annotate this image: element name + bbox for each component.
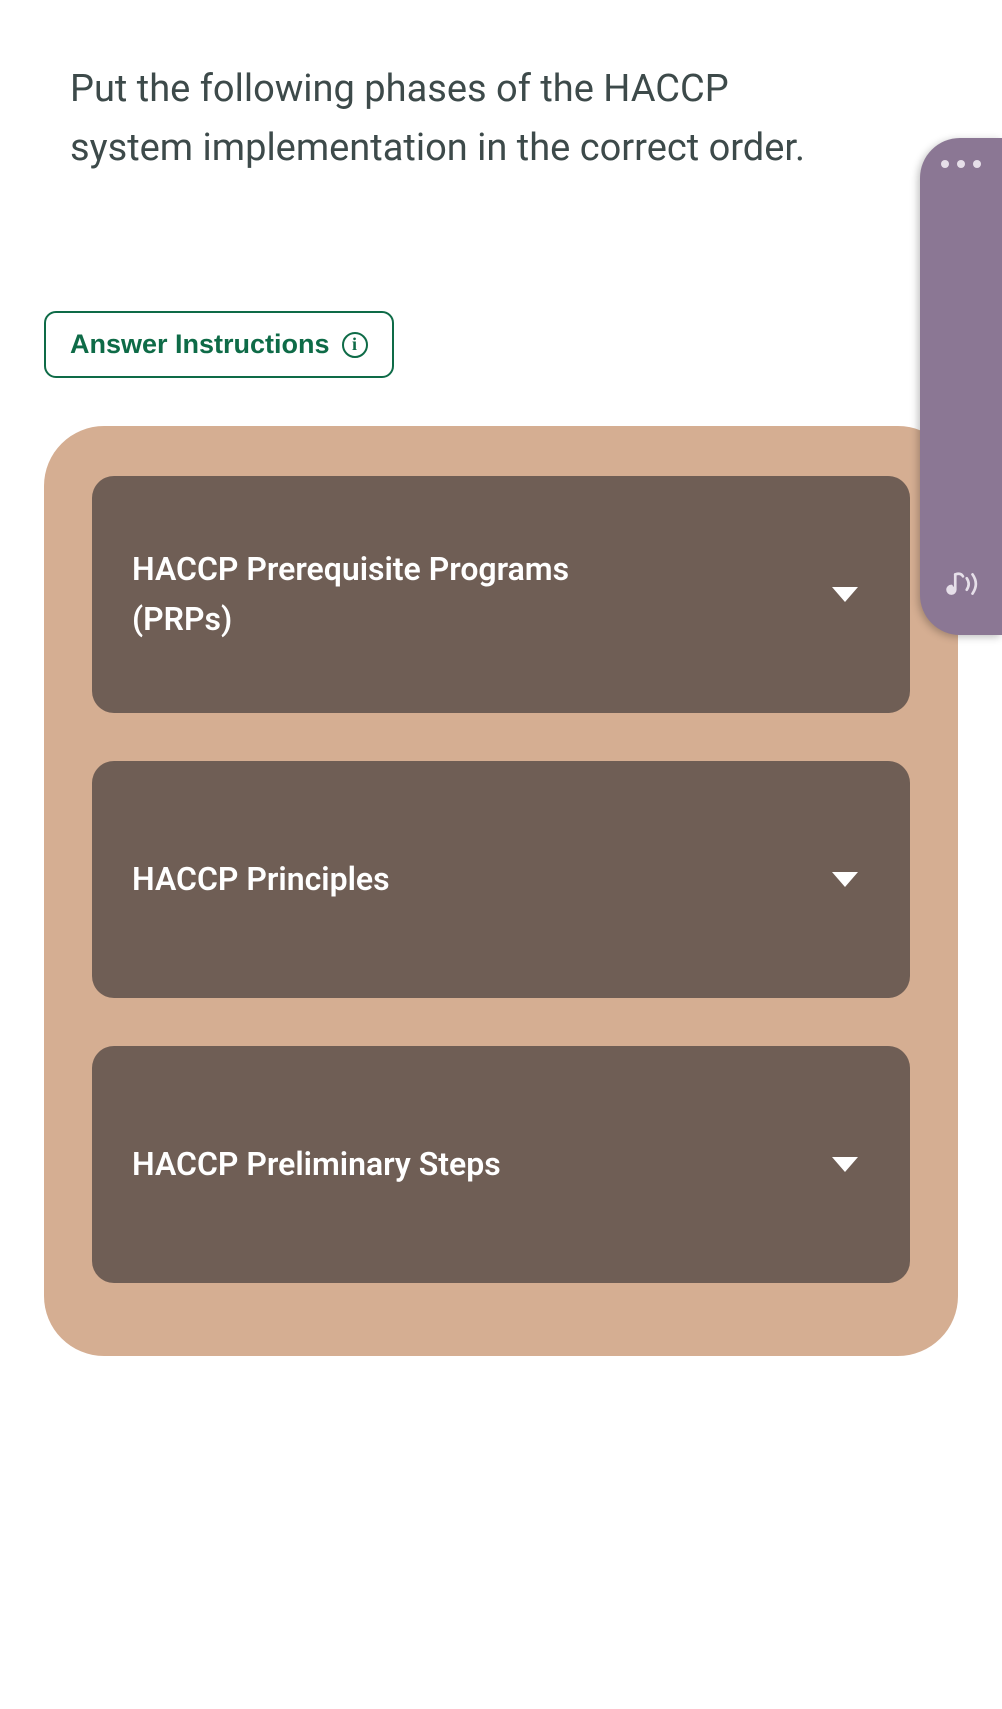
audio-icon[interactable] bbox=[938, 561, 984, 607]
dot bbox=[973, 160, 981, 168]
ordering-option-label: HACCP Principles bbox=[132, 855, 390, 905]
info-icon: i bbox=[342, 332, 368, 358]
dot bbox=[941, 160, 949, 168]
answer-instructions-button[interactable]: Answer Instructions i bbox=[44, 311, 394, 378]
more-icon[interactable] bbox=[941, 160, 981, 168]
ordering-option-2[interactable]: HACCP Principles bbox=[92, 761, 910, 998]
chevron-down-icon bbox=[832, 872, 858, 887]
ordering-option-3[interactable]: HACCP Preliminary Steps bbox=[92, 1046, 910, 1283]
ordering-option-label: HACCP Prerequisite Programs (PRPs) bbox=[132, 545, 672, 644]
dot bbox=[957, 160, 965, 168]
ordering-option-1[interactable]: HACCP Prerequisite Programs (PRPs) bbox=[92, 476, 910, 713]
chevron-down-icon bbox=[832, 587, 858, 602]
ordering-option-label: HACCP Preliminary Steps bbox=[132, 1140, 501, 1190]
ordering-panel: HACCP Prerequisite Programs (PRPs) HACCP… bbox=[44, 426, 958, 1356]
answer-instructions-label: Answer Instructions bbox=[70, 329, 330, 360]
question-prompt: Put the following phases of the HACCP sy… bbox=[70, 60, 810, 178]
chevron-down-icon bbox=[832, 1157, 858, 1172]
accessibility-side-widget[interactable] bbox=[920, 138, 1002, 635]
